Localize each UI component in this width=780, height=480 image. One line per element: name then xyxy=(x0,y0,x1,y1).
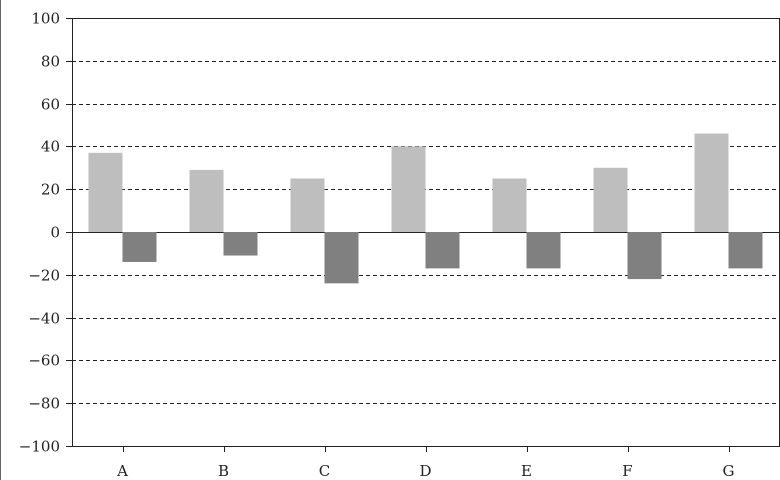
y-tick-label: 80 xyxy=(41,53,60,71)
bar-a-series-2 xyxy=(122,232,157,262)
y-tick-label: 0 xyxy=(50,224,60,242)
x-tick-label: A xyxy=(116,462,128,480)
bar-c-series-1 xyxy=(290,178,325,232)
y-tick-label: −100 xyxy=(19,438,60,456)
bar-a-series-1 xyxy=(88,152,123,232)
bar-e-series-2 xyxy=(526,232,561,269)
bar-d-series-2 xyxy=(425,232,460,269)
y-tick-label: 60 xyxy=(41,96,60,114)
axes: 100 80 60 40 20 0 −20 −40 −60 −80 −100 A B C D E F G xyxy=(19,10,735,480)
bar-e-series-1 xyxy=(492,178,527,232)
y-tick-label: −80 xyxy=(28,395,60,413)
bar-b-series-2 xyxy=(223,232,258,256)
x-tick-label: C xyxy=(319,462,330,480)
bar-g-series-2 xyxy=(728,232,763,269)
x-tick-label: G xyxy=(723,462,735,480)
y-tick-label: −20 xyxy=(28,267,60,285)
bar-f-series-2 xyxy=(627,232,662,280)
bar-b-series-1 xyxy=(189,169,224,232)
y-tick-label: −60 xyxy=(28,352,60,370)
y-tick-label: −40 xyxy=(28,310,60,328)
x-tick-label: E xyxy=(521,462,532,480)
bar-f-series-1 xyxy=(593,167,628,232)
y-tick-label: 40 xyxy=(41,138,60,156)
y-tick-label: 100 xyxy=(31,10,60,28)
x-tick-label: B xyxy=(218,462,229,480)
bars xyxy=(88,133,763,284)
x-tick-label: D xyxy=(419,462,431,480)
y-tick-label: 20 xyxy=(41,181,60,199)
bar-c-series-2 xyxy=(324,232,359,284)
bar-g-series-1 xyxy=(694,133,729,232)
x-tick-label: F xyxy=(622,462,632,480)
bar-d-series-1 xyxy=(391,146,426,232)
